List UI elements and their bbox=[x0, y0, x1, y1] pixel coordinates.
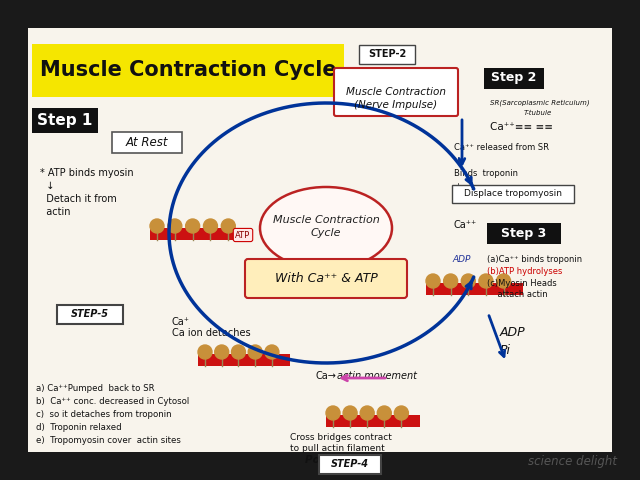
Circle shape bbox=[444, 274, 458, 288]
Text: Ca ion detaches: Ca ion detaches bbox=[172, 328, 251, 338]
Circle shape bbox=[326, 406, 340, 420]
Text: Step 3: Step 3 bbox=[501, 227, 547, 240]
Text: Pi: Pi bbox=[500, 344, 511, 357]
Text: T-tubule: T-tubule bbox=[524, 110, 552, 116]
Circle shape bbox=[221, 219, 236, 233]
Text: Muscle Contraction: Muscle Contraction bbox=[346, 87, 446, 97]
FancyBboxPatch shape bbox=[112, 132, 182, 153]
Text: STEP-5: STEP-5 bbox=[71, 309, 109, 319]
Text: science delight: science delight bbox=[527, 456, 616, 468]
FancyBboxPatch shape bbox=[326, 415, 420, 427]
Text: Muscle Contraction: Muscle Contraction bbox=[273, 215, 380, 225]
FancyBboxPatch shape bbox=[319, 455, 381, 474]
FancyBboxPatch shape bbox=[32, 108, 98, 133]
Text: b)  Ca⁺⁺ conc. decreased in Cytosol: b) Ca⁺⁺ conc. decreased in Cytosol bbox=[36, 397, 189, 406]
Circle shape bbox=[343, 406, 357, 420]
Text: (Nerve Impulse): (Nerve Impulse) bbox=[355, 100, 438, 110]
Text: ↓: ↓ bbox=[40, 181, 54, 191]
Circle shape bbox=[198, 345, 212, 359]
Circle shape bbox=[265, 345, 279, 359]
FancyBboxPatch shape bbox=[198, 354, 290, 366]
Text: ↓: ↓ bbox=[454, 156, 461, 165]
Text: d)  Troponin relaxed: d) Troponin relaxed bbox=[36, 423, 122, 432]
Text: ATP: ATP bbox=[236, 230, 251, 240]
FancyBboxPatch shape bbox=[150, 228, 248, 240]
Circle shape bbox=[497, 274, 511, 288]
Circle shape bbox=[215, 345, 228, 359]
Text: Power Stroke: Power Stroke bbox=[305, 455, 383, 465]
Text: ADP: ADP bbox=[500, 326, 525, 339]
Text: Detach it from: Detach it from bbox=[40, 194, 116, 204]
Text: At Rest: At Rest bbox=[125, 135, 168, 148]
Text: Ca→: Ca→ bbox=[316, 371, 337, 381]
FancyBboxPatch shape bbox=[487, 223, 561, 244]
Circle shape bbox=[479, 274, 493, 288]
Text: With Ca⁺⁺ & ATP: With Ca⁺⁺ & ATP bbox=[275, 272, 378, 285]
Text: to pull actin filament: to pull actin filament bbox=[290, 444, 385, 453]
Text: Step 1: Step 1 bbox=[37, 112, 93, 128]
Circle shape bbox=[394, 406, 408, 420]
Text: e)  Tropomyosin cover  actin sites: e) Tropomyosin cover actin sites bbox=[36, 436, 181, 445]
FancyBboxPatch shape bbox=[32, 44, 344, 97]
Text: actin movement: actin movement bbox=[337, 371, 417, 381]
Circle shape bbox=[150, 219, 164, 233]
Circle shape bbox=[232, 345, 246, 359]
FancyBboxPatch shape bbox=[452, 185, 574, 203]
Circle shape bbox=[168, 219, 182, 233]
Text: SR(Sarcoplasmic Reticulum): SR(Sarcoplasmic Reticulum) bbox=[490, 99, 589, 106]
Text: attach actin: attach actin bbox=[487, 290, 548, 299]
Text: Ca⁺⁺≡≡ ≡≡: Ca⁺⁺≡≡ ≡≡ bbox=[490, 122, 553, 132]
Text: Step 2: Step 2 bbox=[492, 72, 537, 84]
Text: Ca⁺⁺: Ca⁺⁺ bbox=[454, 220, 477, 230]
Circle shape bbox=[204, 219, 218, 233]
FancyBboxPatch shape bbox=[334, 68, 458, 116]
Ellipse shape bbox=[260, 187, 392, 269]
Text: Ca⁺⁺ released from SR: Ca⁺⁺ released from SR bbox=[454, 143, 549, 152]
Text: c)  so it detaches from troponin: c) so it detaches from troponin bbox=[36, 410, 172, 419]
Text: (c)Myosin Heads: (c)Myosin Heads bbox=[487, 279, 557, 288]
Circle shape bbox=[377, 406, 391, 420]
Text: Binds  troponin: Binds troponin bbox=[454, 169, 518, 178]
Text: Ca⁺: Ca⁺ bbox=[172, 317, 190, 327]
Circle shape bbox=[186, 219, 200, 233]
FancyBboxPatch shape bbox=[57, 305, 123, 324]
Text: ADP: ADP bbox=[453, 255, 471, 264]
FancyBboxPatch shape bbox=[28, 28, 612, 452]
Text: Displace tropomyosin: Displace tropomyosin bbox=[464, 190, 562, 199]
Text: (b)ATP hydrolyses: (b)ATP hydrolyses bbox=[487, 267, 563, 276]
Text: * ATP binds myosin: * ATP binds myosin bbox=[40, 168, 134, 178]
Text: a) Ca⁺⁺Pumped  back to SR: a) Ca⁺⁺Pumped back to SR bbox=[36, 384, 155, 393]
FancyBboxPatch shape bbox=[426, 283, 523, 295]
FancyBboxPatch shape bbox=[484, 68, 544, 89]
Text: STEP-2: STEP-2 bbox=[368, 49, 406, 59]
Text: Muscle Contraction Cycle: Muscle Contraction Cycle bbox=[40, 60, 337, 80]
Text: Cycle: Cycle bbox=[311, 228, 341, 238]
Circle shape bbox=[426, 274, 440, 288]
Text: Cross bridges contract: Cross bridges contract bbox=[290, 433, 392, 442]
Circle shape bbox=[461, 274, 476, 288]
Text: (a)Ca⁺⁺ binds troponin: (a)Ca⁺⁺ binds troponin bbox=[487, 255, 582, 264]
FancyBboxPatch shape bbox=[359, 45, 415, 64]
Text: actin: actin bbox=[40, 207, 70, 217]
Circle shape bbox=[248, 345, 262, 359]
Circle shape bbox=[360, 406, 374, 420]
Text: STEP-4: STEP-4 bbox=[331, 459, 369, 469]
FancyBboxPatch shape bbox=[245, 259, 407, 298]
Text: ↓: ↓ bbox=[454, 182, 461, 191]
